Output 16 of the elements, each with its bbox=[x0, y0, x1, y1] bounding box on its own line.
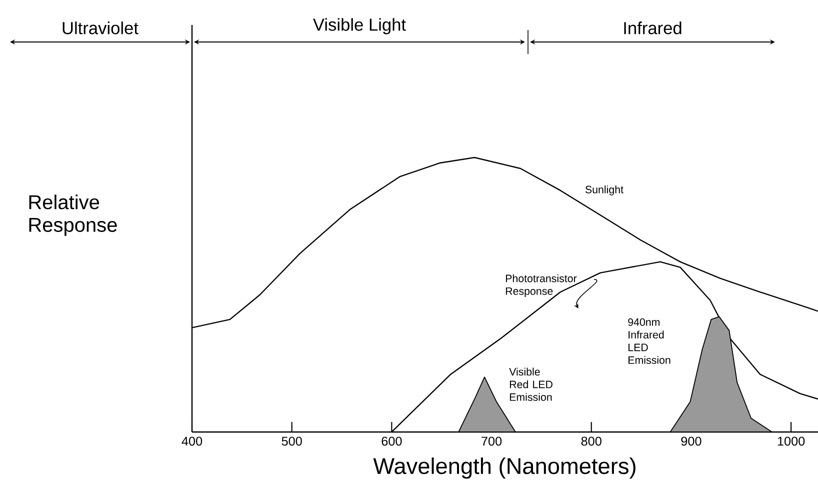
y-axis-title: Relative Response bbox=[29, 194, 117, 236]
x-tick-label: 800 bbox=[581, 436, 602, 446]
text: Ultraviolet bbox=[62, 22, 138, 34]
x-tick-label: 400 bbox=[182, 436, 202, 446]
text: 940nm Infrared LED Emission bbox=[628, 318, 670, 364]
series-label: Visible Red LED Emission bbox=[509, 368, 552, 401]
x-tick-label: 1000 bbox=[778, 436, 805, 446]
series-label: Phototransistor Response bbox=[506, 274, 577, 298]
text: Visible Light bbox=[313, 18, 406, 34]
series-label: Sunlight bbox=[585, 185, 624, 196]
text: Infrared bbox=[624, 22, 682, 34]
x-axis-title: Wavelength (Nanometers) bbox=[373, 457, 636, 479]
x-tick-label: 500 bbox=[282, 436, 302, 446]
x-tick-label: 900 bbox=[681, 436, 702, 446]
x-tick-label: 600 bbox=[382, 436, 402, 446]
x-tick-label: 700 bbox=[482, 436, 502, 446]
